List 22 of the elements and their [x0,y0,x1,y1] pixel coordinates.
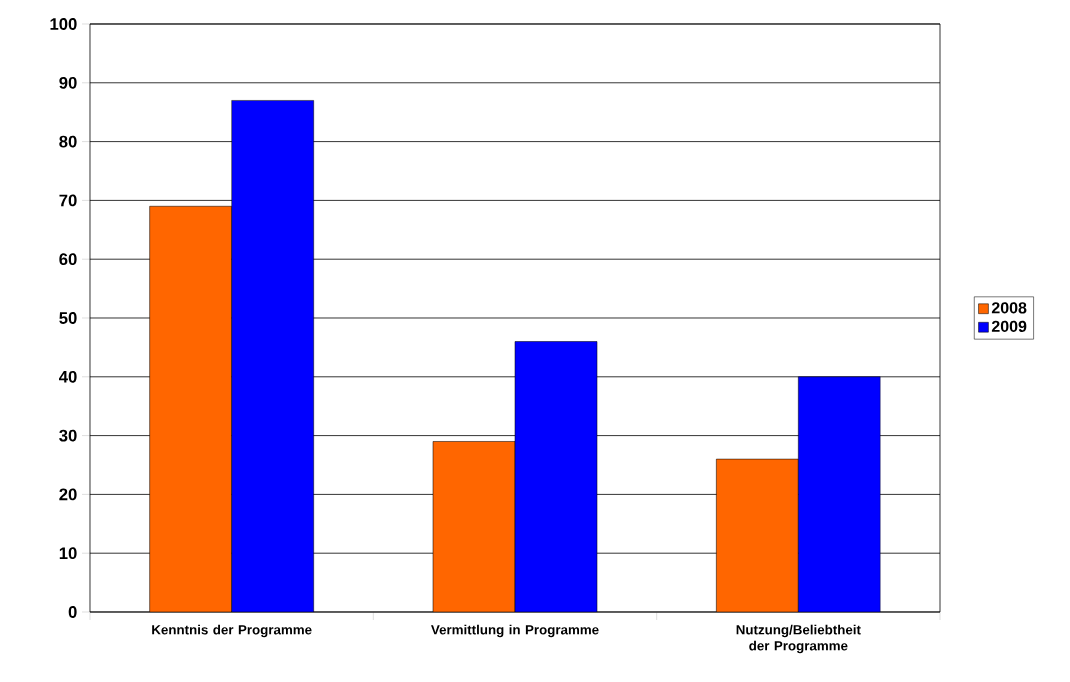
y-tick-label: 20 [59,488,77,501]
bar [514,341,598,612]
y-tick-label: 50 [59,312,77,324]
y-tick-label: 60 [59,253,77,266]
x-tick-label: Kenntnis der Programme [152,624,312,638]
y-tick-label: 100 [50,18,77,30]
bar [716,458,799,612]
bar [231,100,314,612]
y-tick-label: 0 [68,606,77,618]
y-tick-label: 70 [59,194,77,207]
legend-label: 2008 [991,302,1027,314]
y-tick-label: 40 [59,370,77,383]
bar [798,376,881,612]
y-tick-label: 10 [59,547,77,560]
y-tick-label: 30 [59,429,77,442]
y-tick-label: 80 [59,135,77,148]
x-tick-label: Vermittlung in Programme [431,624,599,638]
y-tick-label: 90 [59,76,77,89]
bar [432,441,516,612]
legend-label: 2009 [991,320,1027,332]
x-tick-label: Nutzung/Beliebtheit der Programme [736,624,861,654]
bar [149,206,232,612]
